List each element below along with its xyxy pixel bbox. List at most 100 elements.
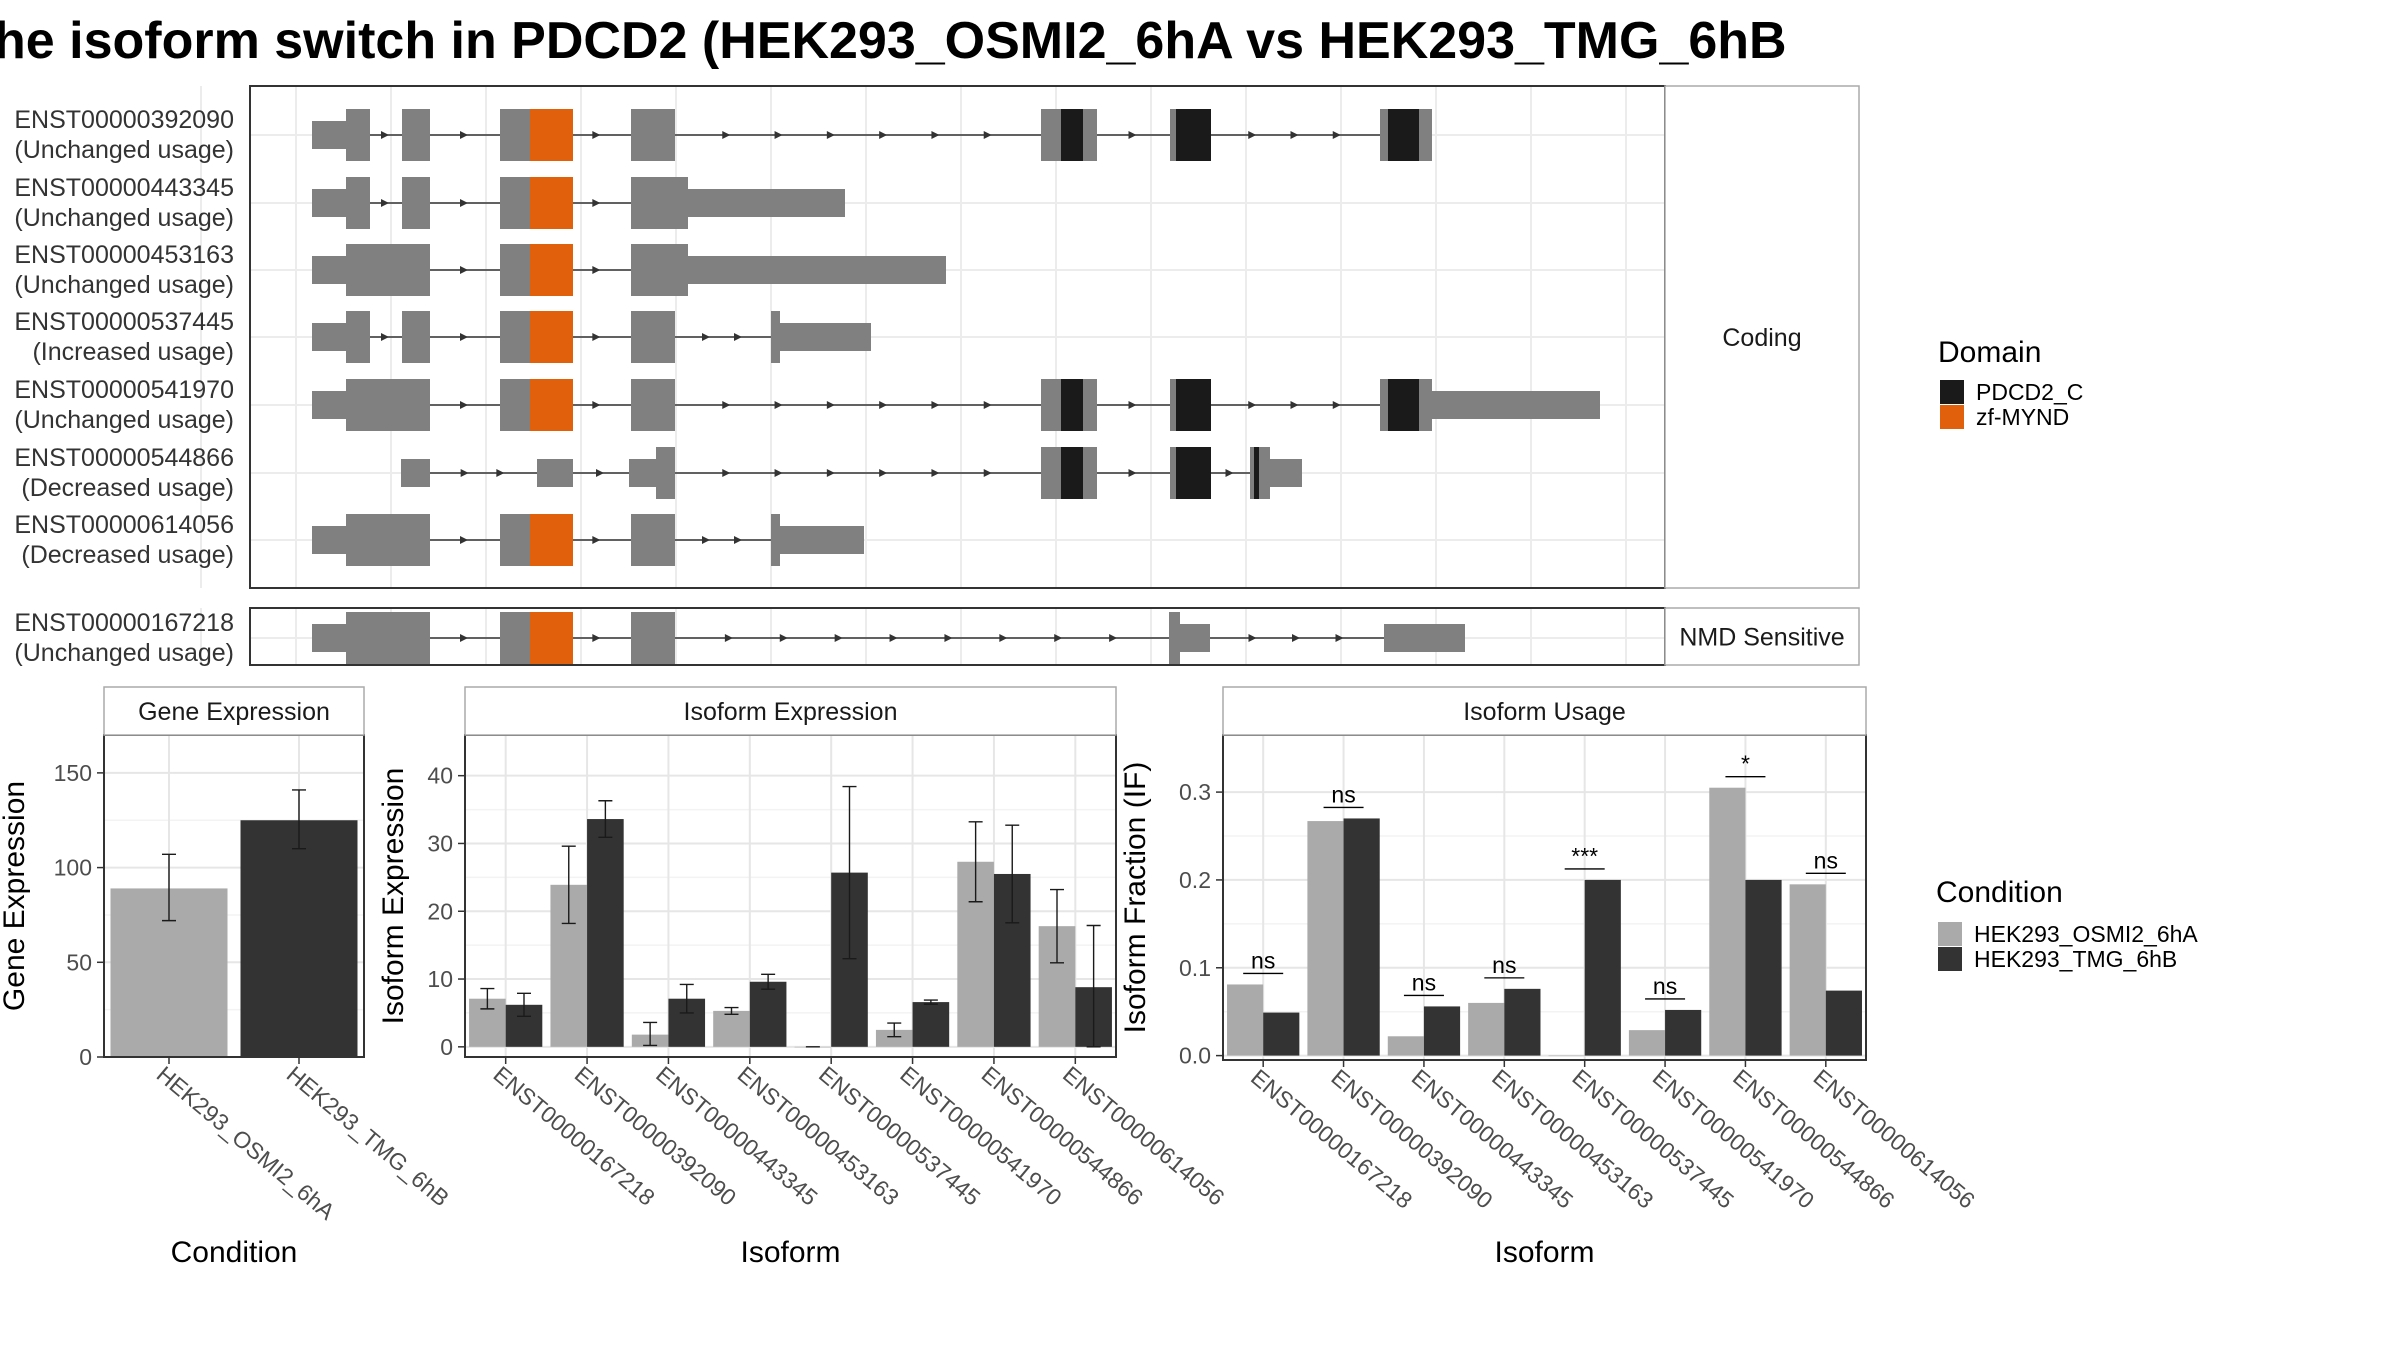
significance-label: *: [1741, 751, 1750, 777]
utr-exon: [537, 459, 573, 487]
intron-arrow: [774, 401, 783, 409]
isoform-label: ENST00000167218: [14, 609, 234, 637]
intron-arrow: [724, 634, 733, 642]
bar: [1227, 984, 1264, 1056]
bar: [1709, 787, 1746, 1056]
domain-PDCD2_C: [1388, 379, 1419, 431]
error-bar: [842, 785, 857, 960]
coding-exon: [656, 447, 675, 499]
intron-arrow: [944, 634, 953, 642]
domain-PDCD2_C: [1061, 379, 1083, 431]
isoform-label: ENST00000392090: [14, 106, 234, 134]
intron-arrow: [826, 469, 835, 477]
y-tick-label: 0.2: [1179, 867, 1211, 893]
coding-exon: [346, 109, 370, 161]
coding-exon: [402, 109, 430, 161]
bar: [240, 820, 358, 1057]
intron-arrow: [1332, 401, 1341, 409]
intron-arrow: [592, 199, 601, 207]
utr-exon: [1432, 391, 1600, 419]
coding-exon: [346, 311, 370, 363]
utr-exon: [629, 459, 656, 487]
isoform-usage-label: (Decreased usage): [21, 474, 234, 502]
error-bar: [643, 1021, 658, 1047]
coding-exon: [500, 311, 530, 363]
intron-arrow: [1335, 634, 1344, 642]
isoform-label: ENST00000537445: [14, 308, 234, 336]
intron-arrow: [879, 401, 888, 409]
transcript-ENST00000167218: [312, 612, 1465, 664]
bar: [1504, 988, 1541, 1056]
utr-exon: [688, 256, 946, 284]
bar: [1628, 1030, 1666, 1056]
intron-arrow: [460, 333, 468, 341]
x-axis-title: Isoform: [1494, 1236, 1594, 1269]
error-bar: [724, 1006, 739, 1015]
y-axis-title: Gene Expression: [0, 781, 31, 1011]
significance-label: ns: [1814, 847, 1838, 873]
intron-arrow: [1290, 401, 1299, 409]
transcript-ENST00000537445: [312, 311, 871, 363]
error-bar: [679, 983, 694, 1014]
domain-zf-MYND: [530, 612, 573, 664]
isoform-usage-label: (Unchanged usage): [14, 271, 234, 299]
facet-strip: [1664, 85, 1860, 589]
error-bar: [761, 973, 776, 990]
bar: [1584, 879, 1621, 1056]
intron-arrow: [879, 469, 888, 477]
intron-arrow: [734, 333, 742, 341]
coding-exon: [500, 177, 530, 229]
intron-arrow: [460, 199, 468, 207]
coding-exon: [346, 514, 430, 566]
transcript-ENST00000541970: [312, 379, 1600, 431]
condition-legend-swatch: [1938, 922, 1962, 946]
isoform-usage-label: (Unchanged usage): [14, 204, 234, 232]
transcript-ENST00000392090: [312, 109, 1432, 161]
y-tick-label: 100: [54, 855, 92, 881]
bar: [587, 819, 624, 1047]
utr-exon: [1180, 624, 1210, 652]
utr-exon: [312, 391, 346, 419]
facet-strip: [1664, 607, 1860, 666]
isoform-label: ENST00000443345: [14, 174, 234, 202]
transcript-ENST00000614056: [312, 514, 864, 566]
coding-exon: [402, 311, 430, 363]
utr-exon: [312, 189, 346, 217]
coding-exon: [631, 612, 675, 664]
coding-exon: [631, 177, 688, 229]
bar: [1548, 1055, 1585, 1057]
coding-exon: [500, 514, 530, 566]
intron-arrow: [460, 401, 468, 409]
coding-exon: [500, 379, 530, 431]
significance-label: ns: [1331, 781, 1355, 807]
panel-strip-label: Gene Expression: [138, 698, 330, 726]
error-bar: [561, 845, 576, 925]
significance-label: ns: [1251, 947, 1275, 973]
intron-arrow: [460, 469, 469, 477]
intron-arrow: [592, 131, 601, 139]
intron-arrow: [496, 469, 505, 477]
y-tick-label: 20: [427, 898, 453, 924]
intron-arrow: [592, 401, 601, 409]
intron-arrow: [774, 469, 783, 477]
utr-exon: [312, 256, 346, 284]
significance-label: ***: [1571, 843, 1598, 869]
coding-exon: [1169, 612, 1180, 664]
y-tick-label: 0: [79, 1044, 92, 1070]
error-bar: [1050, 888, 1064, 964]
coding-exon: [771, 311, 780, 363]
intron-arrow: [722, 131, 731, 139]
domain-zf-MYND: [530, 379, 573, 431]
y-tick-label: 40: [427, 763, 453, 789]
significance-label: ns: [1492, 952, 1516, 978]
figure-title: he isoform switch in PDCD2 (HEK293_OSMI2…: [0, 12, 1787, 70]
intron-arrow: [460, 131, 468, 139]
error-bar: [1005, 824, 1020, 924]
error-bar: [292, 789, 306, 850]
intron-arrow: [381, 199, 389, 207]
intron-arrow: [734, 536, 742, 544]
error-bar: [923, 999, 938, 1005]
intron-arrow: [779, 634, 788, 642]
intron-arrow: [381, 131, 389, 139]
